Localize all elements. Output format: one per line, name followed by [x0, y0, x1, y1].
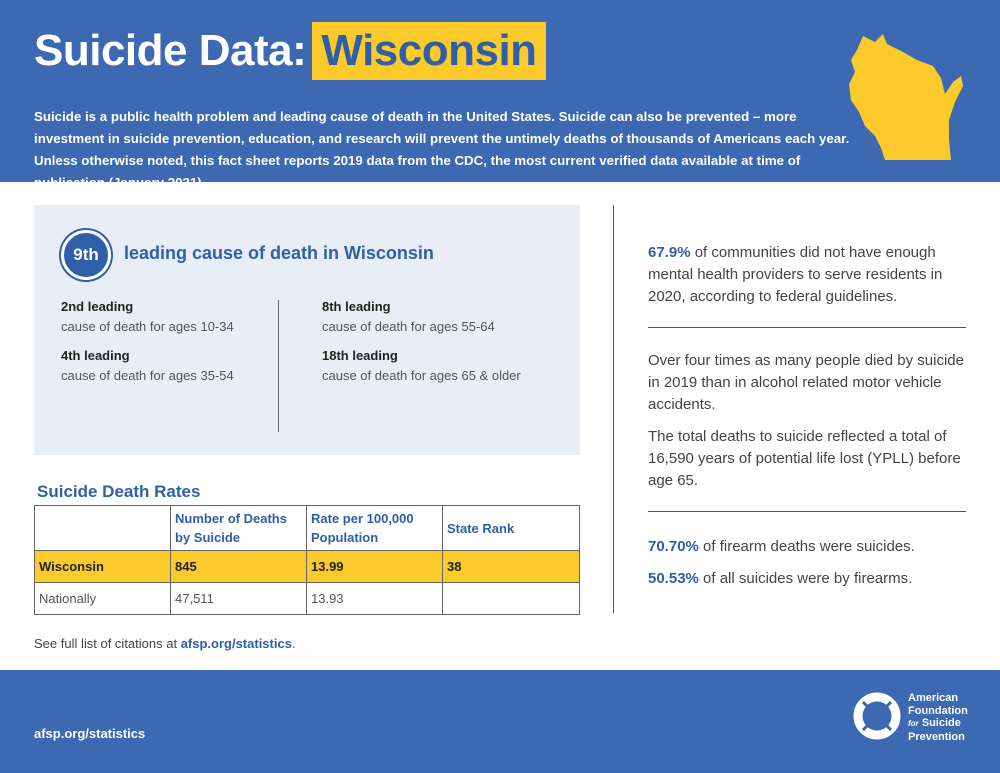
table-cell [442, 582, 580, 615]
column-header [34, 505, 171, 551]
leading-cause-panel: 9th leading cause of death in Wisconsin … [34, 205, 580, 455]
item-rank: 4th leading [61, 348, 130, 363]
logo-for: for [908, 719, 919, 728]
fact-divider [648, 327, 966, 328]
fact-alcohol: Over four times as many people died by s… [648, 352, 964, 413]
leading-item: 4th leading cause of death for ages 35-54 [61, 346, 234, 386]
column-divider [613, 205, 614, 613]
column-header: Number of Deaths by Suicide [170, 505, 307, 551]
citation-link[interactable]: afsp.org/statistics [180, 636, 292, 651]
header: Suicide Data: Wisconsin Suicide is a pub… [0, 0, 1000, 190]
table-cell: 38 [442, 550, 580, 583]
footer-link[interactable]: afsp.org/statistics [34, 726, 146, 741]
item-desc: cause of death for ages 10-34 [61, 319, 234, 334]
life-ring-icon [853, 692, 901, 740]
column-header: State Rank [442, 505, 580, 551]
fact-highlight: 70.70% [648, 538, 699, 555]
leading-item: 2nd leading cause of death for ages 10-34 [61, 297, 234, 337]
fact-text: of all suicides were by firearms. [698, 570, 913, 587]
logo-word: Suicide [921, 717, 961, 729]
panel-divider [278, 300, 279, 432]
fact-highlight: 67.9% [648, 244, 691, 261]
fact-ypll: The total deaths to suicide reflected a … [648, 428, 961, 489]
page-title: Suicide Data: [34, 26, 307, 75]
table-cell: 845 [170, 550, 307, 583]
rates-table: Number of Deaths by Suicide Rate per 100… [34, 505, 580, 615]
logo-line: Prevention [908, 730, 965, 743]
table-row: Nationally 47,511 13.93 [34, 582, 580, 615]
table-row: Wisconsin 845 13.99 38 [34, 550, 580, 583]
item-desc: cause of death for ages 65 & older [322, 368, 521, 383]
table-cell: Nationally [34, 582, 171, 615]
fact-highlight: 50.53% [648, 570, 699, 587]
item-rank: 18th leading [322, 348, 398, 363]
item-desc: cause of death for ages 35-54 [61, 368, 234, 383]
logo-line: Foundation [908, 704, 968, 717]
table-cell: 13.99 [306, 550, 443, 583]
citation-end: . [291, 636, 296, 651]
item-rank: 8th leading [322, 299, 391, 314]
rates-title: Suicide Death Rates [37, 482, 201, 501]
citation: See full list of citations at afsp.org/s… [34, 636, 296, 651]
table-cell: Wisconsin [34, 550, 171, 583]
table-header-row: Number of Deaths by Suicide Rate per 100… [34, 505, 580, 551]
wisconsin-map-icon [849, 34, 963, 160]
leading-item: 18th leading cause of death for ages 65 &… [322, 346, 521, 386]
state-name: Wisconsin [312, 22, 546, 80]
item-desc: cause of death for ages 55-64 [322, 319, 495, 334]
rank-badge: 9th [61, 230, 111, 280]
fact-text: of communities did not have enough menta… [648, 244, 943, 305]
leading-cause-title: leading cause of death in Wisconsin [124, 243, 434, 263]
item-rank: 2nd leading [61, 299, 134, 314]
footer: afsp.org/statistics American Foundation … [0, 670, 1000, 773]
fact-text: of firearm deaths were suicides. [698, 538, 915, 555]
fact-divider [648, 511, 966, 512]
citation-text: See full list of citations at [34, 636, 181, 651]
table-cell: 13.93 [306, 582, 443, 615]
fact-firearm-deaths: 70.70% of firearm deaths were suicides. [648, 536, 968, 558]
table-cell: 47,511 [170, 582, 307, 615]
leading-item: 8th leading cause of death for ages 55-64 [322, 297, 495, 337]
fact-providers: 67.9% of communities did not have enough… [648, 242, 968, 308]
intro-text: Suicide is a public health problem and l… [34, 109, 850, 190]
logo-line: for Suicide [908, 717, 968, 731]
afsp-logo-text: American Foundation for Suicide Preventi… [908, 692, 968, 743]
logo-line: American [908, 692, 959, 704]
fact-firearm-suicides: 50.53% of all suicides were by firearms. [648, 568, 968, 590]
column-header: Rate per 100,000 Population [306, 505, 443, 551]
